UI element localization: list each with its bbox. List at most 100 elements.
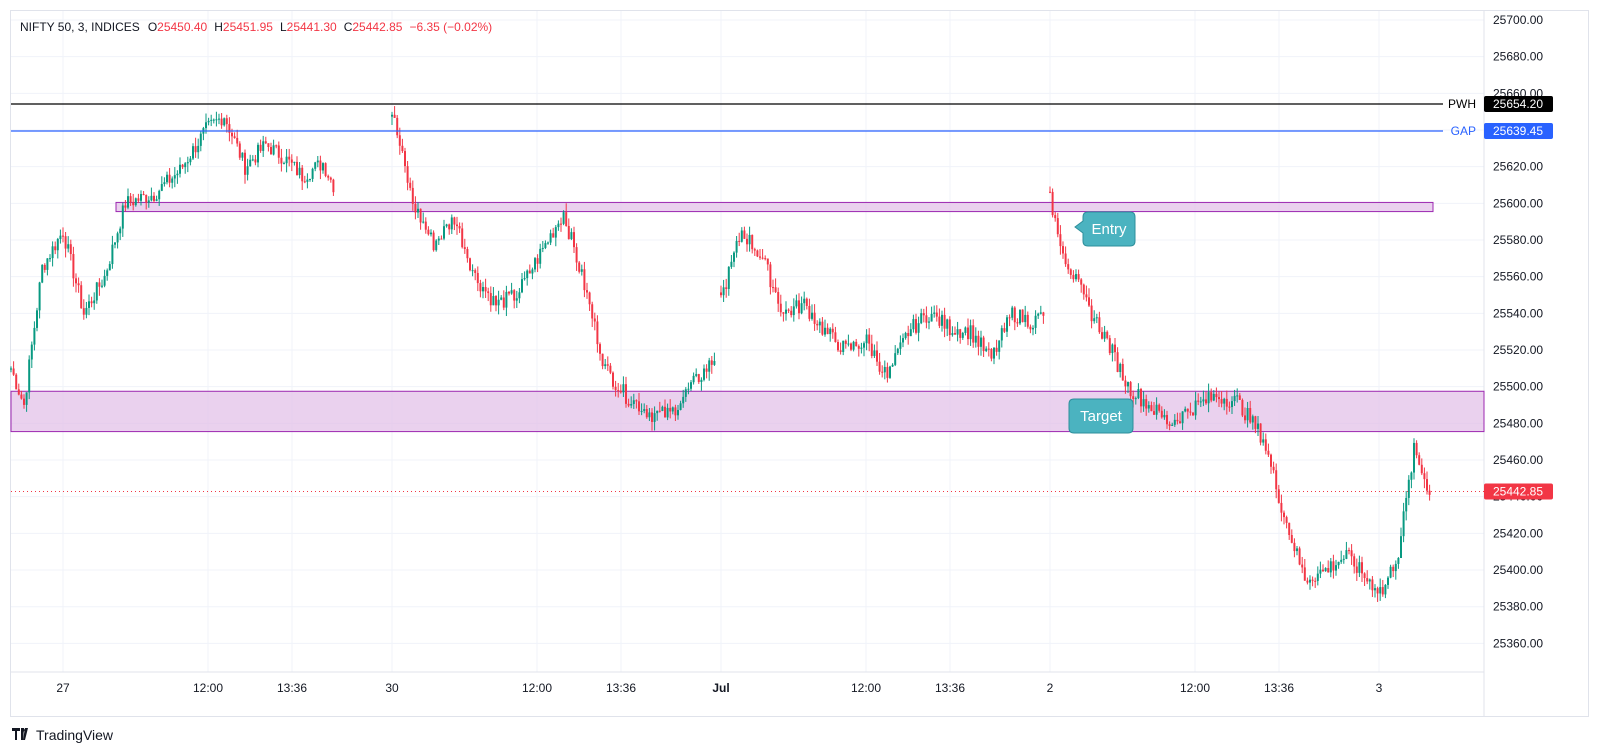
candle-body bbox=[1197, 400, 1200, 402]
candle-body bbox=[210, 119, 213, 121]
chart-frame[interactable] bbox=[10, 10, 1589, 717]
candle-body bbox=[1288, 522, 1291, 535]
candle-body bbox=[127, 196, 129, 208]
tradingview-logo-icon bbox=[12, 727, 32, 743]
candle-body bbox=[1082, 284, 1085, 295]
candle-body bbox=[1067, 264, 1070, 270]
candle-body bbox=[1179, 421, 1181, 424]
level-price-text: 25654.20 bbox=[1493, 97, 1543, 111]
candle-body bbox=[1405, 497, 1408, 512]
candle-body bbox=[990, 349, 993, 359]
candle-body bbox=[700, 379, 703, 382]
candle-body bbox=[513, 290, 516, 301]
candle-body bbox=[1042, 312, 1045, 316]
candle-body bbox=[38, 282, 41, 311]
candle-body bbox=[1202, 399, 1205, 402]
candle-body bbox=[705, 368, 708, 372]
candle-body bbox=[147, 200, 150, 203]
candle-body bbox=[391, 114, 393, 117]
candle-body bbox=[622, 384, 625, 393]
candle-body bbox=[121, 205, 124, 229]
candle-body bbox=[881, 371, 884, 373]
candle-body bbox=[761, 257, 764, 259]
candle-body bbox=[440, 238, 443, 240]
candle-body bbox=[521, 279, 523, 293]
candle-body bbox=[1077, 274, 1080, 280]
candle-body bbox=[192, 146, 194, 159]
candle-body bbox=[1160, 410, 1163, 418]
candle-body bbox=[1410, 472, 1413, 480]
candle-body bbox=[150, 195, 153, 201]
tradingview-brand[interactable]: TradingView bbox=[12, 727, 113, 743]
candle-body bbox=[249, 159, 252, 167]
candle-body bbox=[915, 319, 917, 333]
candle-body bbox=[427, 229, 430, 235]
candle-body bbox=[1379, 587, 1382, 594]
candle-body bbox=[288, 156, 291, 160]
candle-body bbox=[272, 145, 275, 155]
candle-body bbox=[1366, 578, 1369, 582]
candle-body bbox=[254, 159, 257, 163]
candle-body bbox=[982, 337, 985, 352]
candle-body bbox=[1290, 534, 1293, 543]
candle-body bbox=[1064, 253, 1067, 265]
candle-body bbox=[1259, 423, 1262, 443]
candle-body bbox=[1166, 414, 1168, 425]
candle-body bbox=[1381, 587, 1384, 595]
candle-body bbox=[54, 246, 57, 251]
candle-body bbox=[777, 292, 780, 304]
candle-body bbox=[601, 353, 604, 367]
candle-body bbox=[640, 410, 643, 412]
y-tick-label: 25620.00 bbox=[1493, 160, 1543, 174]
candle-body bbox=[1327, 568, 1330, 573]
candle-body bbox=[1285, 517, 1288, 523]
candle-body bbox=[1039, 312, 1042, 314]
candle-body bbox=[43, 264, 46, 270]
candle-body bbox=[787, 309, 790, 311]
annotation-callout bbox=[1074, 211, 1136, 247]
candle-body bbox=[612, 372, 614, 387]
candle-body bbox=[894, 353, 897, 365]
candle-body bbox=[406, 166, 409, 183]
candle-body bbox=[682, 396, 685, 404]
y-tick-label: 25680.00 bbox=[1493, 50, 1543, 64]
candle-body bbox=[1423, 473, 1426, 480]
x-tick-label: 13:36 bbox=[1264, 681, 1294, 695]
candle-body bbox=[1127, 382, 1129, 387]
candle-body bbox=[30, 344, 33, 360]
candle-body bbox=[1296, 548, 1298, 552]
candle-body bbox=[1153, 411, 1155, 415]
candle-body bbox=[805, 298, 808, 306]
candle-body bbox=[928, 321, 930, 323]
candle-body bbox=[811, 312, 813, 319]
candle-body bbox=[233, 136, 236, 138]
candle-body bbox=[184, 163, 187, 168]
candle-body bbox=[134, 198, 137, 206]
candle-body bbox=[443, 226, 445, 239]
x-tick-label: 13:36 bbox=[277, 681, 307, 695]
candle-body bbox=[596, 321, 599, 345]
candle-body bbox=[311, 168, 314, 179]
candle-body bbox=[1392, 566, 1395, 572]
candle-body bbox=[671, 407, 674, 412]
candle-body bbox=[1348, 550, 1350, 552]
candle-body bbox=[764, 258, 767, 260]
candle-body bbox=[64, 236, 67, 249]
candle-body bbox=[1428, 490, 1431, 495]
candle-body bbox=[46, 258, 49, 270]
candle-body bbox=[194, 146, 197, 153]
candle-body bbox=[873, 350, 876, 356]
candle-body bbox=[417, 208, 419, 213]
candle-body bbox=[1283, 512, 1285, 518]
candle-body bbox=[270, 147, 272, 155]
candle-body bbox=[730, 261, 733, 267]
candle-body bbox=[627, 403, 630, 406]
candle-body bbox=[1056, 218, 1059, 235]
candle-body bbox=[821, 321, 824, 335]
candle-body bbox=[886, 366, 889, 378]
candle-body bbox=[88, 301, 90, 308]
candle-body bbox=[119, 228, 122, 234]
candle-body bbox=[424, 221, 427, 230]
candle-body bbox=[505, 291, 508, 308]
